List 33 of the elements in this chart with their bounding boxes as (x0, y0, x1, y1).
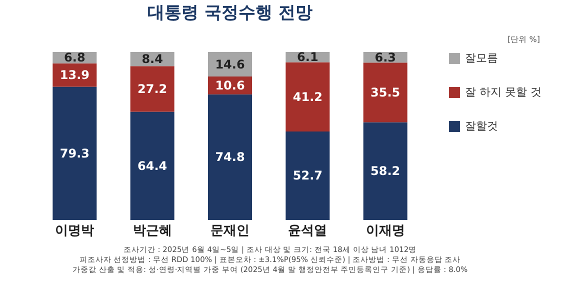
legend-label: 잘모름 (465, 52, 498, 64)
data-label: 52.7 (292, 168, 322, 183)
data-label: 64.4 (138, 158, 168, 173)
legend-label: 잘 하지 못할 것 (465, 86, 542, 98)
data-label: 58.2 (370, 164, 400, 178)
x-tick-label: 박근혜 (132, 224, 172, 238)
data-label: 8.4 (142, 52, 163, 66)
bar (363, 122, 408, 220)
x-tick-label: 이명박 (55, 224, 94, 238)
data-label: 35.5 (370, 85, 400, 100)
data-label: 27.2 (138, 82, 168, 96)
x-tick-label: 이재명 (366, 224, 405, 238)
bar (130, 66, 174, 112)
x-tick-label: 윤석열 (288, 224, 328, 238)
bar (286, 62, 330, 132)
chart-title: 대통령 국정수행 전망 (148, 3, 312, 23)
data-label: 6.1 (297, 50, 318, 64)
data-label: 41.2 (292, 90, 322, 104)
data-label: 13.9 (60, 68, 90, 82)
data-label: 14.6 (215, 57, 245, 72)
bar (52, 86, 97, 220)
data-label: 79.3 (60, 146, 90, 160)
x-tick-label: 문재인 (210, 224, 250, 238)
text: [단위 %] (508, 35, 540, 44)
data-label: 6.3 (374, 50, 396, 64)
data-label: 10.6 (215, 78, 245, 92)
data-label: 74.8 (215, 150, 245, 164)
data-label: 6.8 (64, 50, 86, 65)
bar (208, 94, 252, 220)
legend-label: 잘할것 (465, 120, 498, 132)
bar (286, 131, 330, 220)
bar (363, 62, 408, 122)
bar (130, 112, 174, 220)
